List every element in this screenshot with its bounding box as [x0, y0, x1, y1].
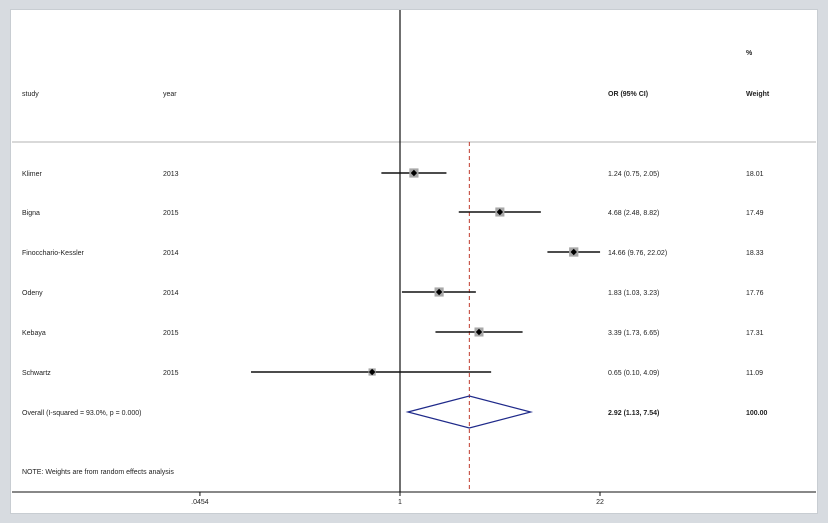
study-or-ci: 14.66 (9.76, 22.02)	[608, 250, 667, 257]
study-name: Finocchario-Kessler	[22, 250, 85, 257]
study-year: 2015	[163, 330, 179, 337]
study-year: 2014	[163, 250, 179, 257]
point-estimate	[410, 169, 418, 177]
year-column-header: year	[163, 91, 177, 98]
study-weight: 11.09	[746, 370, 763, 377]
study-name: Klimer	[22, 171, 43, 178]
or-ci-column-header: OR (95% CI)	[608, 91, 648, 98]
overall-label: Overall (I-squared = 93.0%, p = 0.000)	[22, 410, 141, 417]
weight-column-header: Weight	[746, 91, 770, 98]
study-or-ci: 1.24 (0.75, 2.05)	[608, 171, 659, 178]
study-or-ci: 0.65 (0.10, 4.09)	[608, 370, 659, 377]
study-or-ci: 1.83 (1.03, 3.23)	[608, 290, 659, 297]
study-weight: 17.76	[746, 290, 764, 297]
note-text: NOTE: Weights are from random effects an…	[22, 469, 174, 476]
overall-weight: 100.00	[746, 410, 768, 417]
x-tick-label: 1	[398, 499, 402, 506]
study-column-header: study	[22, 91, 39, 98]
study-year: 2013	[163, 171, 179, 178]
point-estimate	[496, 208, 504, 216]
study-year: 2015	[163, 210, 179, 217]
study-weight: 18.01	[746, 171, 764, 178]
x-tick-label: 22	[596, 499, 604, 506]
study-or-ci: 3.39 (1.73, 6.65)	[608, 330, 659, 337]
study-weight: 17.49	[746, 210, 764, 217]
point-estimate	[435, 288, 443, 296]
study-weight: 18.33	[746, 250, 764, 257]
forest-plot-panel	[10, 9, 818, 514]
study-weight: 17.31	[746, 330, 764, 337]
study-year: 2015	[163, 370, 179, 377]
study-or-ci: 4.68 (2.48, 8.82)	[608, 210, 659, 217]
weight-pct-header: %	[746, 50, 753, 57]
x-tick-label: .0454	[191, 499, 209, 506]
study-name: Schwartz	[22, 370, 51, 377]
point-estimate	[570, 248, 577, 256]
study-year: 2014	[163, 290, 179, 297]
point-estimate	[475, 328, 483, 336]
study-name: Kebaya	[22, 330, 46, 337]
point-estimate	[368, 368, 376, 376]
study-name: Bigna	[22, 210, 40, 217]
study-name: Odeny	[22, 290, 43, 297]
overall-or-ci: 2.92 (1.13, 7.54)	[608, 410, 659, 417]
overall-diamond	[405, 395, 534, 429]
